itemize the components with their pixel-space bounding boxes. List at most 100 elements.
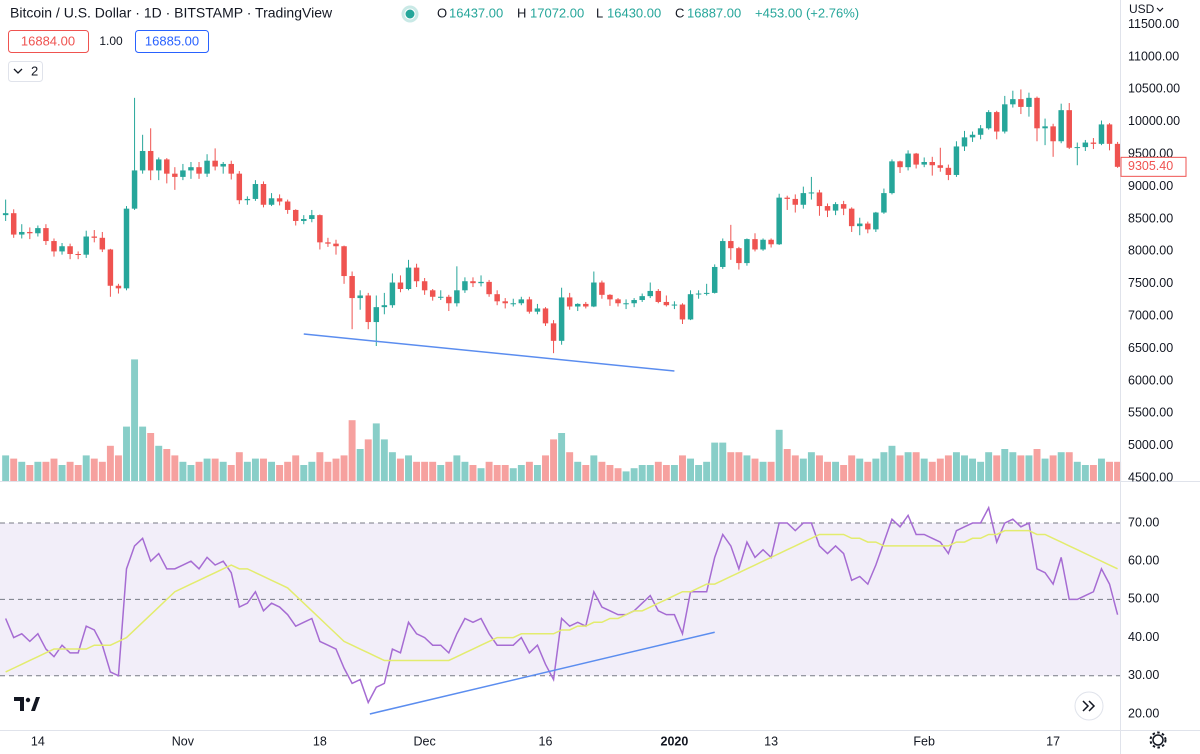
volume-bar [147, 433, 155, 481]
volume-bar [211, 458, 219, 481]
candle-body [937, 165, 944, 168]
y-tick-label: 7000.00 [1128, 309, 1173, 323]
sell-button[interactable]: 16884.00 [8, 30, 89, 53]
candle-body [760, 239, 766, 250]
currency-button[interactable]: USD [1121, 0, 1200, 20]
candle-body [897, 161, 903, 168]
candle-body [123, 208, 130, 289]
candle-body [196, 167, 202, 174]
volume-bar [743, 455, 751, 481]
volume-bar [920, 458, 928, 481]
volume-bar [662, 465, 670, 481]
volume-bar [574, 461, 582, 481]
settings-button[interactable] [1149, 731, 1167, 749]
volume-bar [477, 468, 485, 481]
buy-button[interactable]: 16885.00 [135, 30, 209, 53]
volume-bar [429, 461, 437, 481]
volume-bar [292, 455, 300, 481]
candle-body [35, 228, 41, 234]
candle-body [615, 299, 621, 304]
y-tick-label: 10000.00 [1128, 114, 1180, 128]
volume-bar [703, 461, 711, 481]
volume-bar [405, 455, 412, 481]
volume-bar [969, 458, 977, 481]
volume-bar [203, 458, 211, 481]
candle-body [639, 296, 645, 301]
candle-body [1018, 99, 1024, 107]
candle-body [720, 241, 726, 267]
volume-bar [163, 449, 171, 481]
volume-bar [171, 455, 179, 481]
volume-bar [324, 461, 332, 481]
toggle-box [8, 61, 43, 82]
volume-bar [928, 461, 936, 481]
candle-body [929, 161, 935, 166]
volume-bar [453, 455, 461, 481]
volume-bar [1009, 452, 1017, 481]
last-price-box [1120, 156, 1187, 177]
candle-body [1034, 97, 1040, 129]
volume-bar [944, 455, 952, 481]
candle-body [631, 300, 637, 304]
candle-body [953, 146, 960, 175]
scroll-to-realtime[interactable] [1074, 691, 1104, 721]
volume-bar [687, 458, 694, 481]
candle-body [647, 290, 653, 297]
y-tick-label: 9000.00 [1128, 179, 1173, 193]
candle-body [776, 197, 782, 245]
volume-bar [824, 461, 831, 481]
volume-bar [880, 452, 888, 481]
volume-bar [1065, 452, 1073, 481]
volume-bar [727, 452, 735, 481]
volume-bar [993, 455, 1001, 481]
candle-body [494, 294, 500, 302]
volume-bar [622, 471, 630, 481]
candle-body [438, 296, 444, 298]
candle-body [155, 159, 162, 171]
volume-bar [187, 465, 195, 481]
candle-body [19, 231, 25, 235]
volume-bar [372, 423, 380, 481]
candle-body [985, 112, 992, 129]
candle-body [736, 248, 742, 264]
y-tick-label: 8000.00 [1128, 244, 1173, 258]
indicators-toggle[interactable]: 2 [8, 61, 43, 82]
volume-bar [380, 439, 388, 481]
candle-body [977, 128, 984, 135]
y-tick-label: 7500.00 [1128, 276, 1173, 290]
candle-body [671, 304, 678, 306]
volume-bar [550, 439, 558, 481]
candle-body [1082, 142, 1089, 148]
volume-bar [807, 452, 815, 481]
last-price-label: 9305.40 [1128, 159, 1173, 173]
candle-body [969, 134, 976, 138]
candle-body [1002, 104, 1008, 132]
candle-body [945, 167, 952, 175]
candle-body [244, 198, 251, 201]
volume-bar [558, 433, 566, 481]
candle-body [679, 304, 686, 320]
candle-body [1090, 142, 1097, 144]
bid-price: 16884.00 [21, 33, 75, 48]
volume-bar [751, 458, 759, 481]
volume-bar [268, 461, 276, 481]
candle-body [75, 254, 81, 256]
logo-part [25, 697, 31, 703]
volume-bar [66, 461, 74, 481]
volume-bar [90, 458, 98, 481]
ohlc-value: 16887.00 [687, 5, 741, 20]
candle-body [268, 198, 275, 205]
plot-area [0, 89, 1122, 715]
volume-bar [131, 359, 139, 481]
volume-bar [912, 452, 920, 481]
volume-bar [1089, 465, 1097, 481]
trend-line [369, 631, 715, 715]
x-tick-label: Feb [913, 734, 935, 748]
candle-body [961, 137, 968, 147]
volume-bar [356, 449, 364, 481]
candle-body [470, 281, 476, 284]
candle-body [131, 170, 138, 209]
status-ring [401, 5, 419, 23]
candle-body [365, 295, 371, 323]
volume-bar [260, 458, 267, 481]
